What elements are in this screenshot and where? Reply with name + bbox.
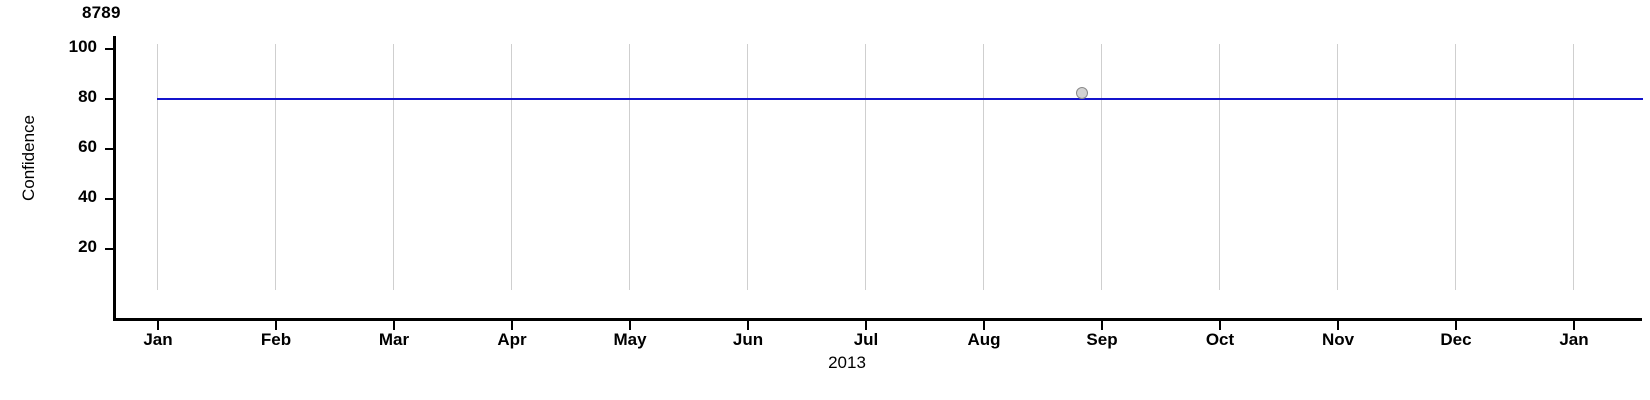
gridline-vertical [511, 44, 512, 290]
x-axis-tick-label: Feb [260, 330, 292, 349]
x-axis-tick-label: Jun [732, 330, 764, 349]
x-axis-title: 2013 [0, 353, 1650, 373]
gridline-vertical [1219, 44, 1220, 290]
gridline-vertical [157, 44, 158, 290]
x-axis-tick-label: Jul [853, 330, 879, 349]
gridline-vertical [1101, 44, 1102, 290]
x-axis-tick [1337, 321, 1339, 330]
x-axis-tick [393, 321, 395, 330]
x-axis-tick [983, 321, 985, 330]
x-axis-tick-label: May [613, 330, 647, 349]
x-axis-title-text: 2013 [828, 353, 866, 372]
x-axis-tick-label: Sep [1086, 330, 1118, 349]
series-line-confidence [157, 98, 1643, 100]
y-axis-tick [105, 248, 114, 250]
x-axis-tick [157, 321, 159, 330]
x-axis-tick-label: Nov [1321, 330, 1355, 349]
x-axis-tick [511, 321, 513, 330]
x-axis-tick [865, 321, 867, 330]
gridline-vertical [629, 44, 630, 290]
x-axis-tick-label: Apr [497, 330, 527, 349]
y-axis-spine [113, 36, 116, 321]
y-axis-tick [105, 198, 114, 200]
gridline-vertical [983, 44, 984, 290]
y-axis-tick [105, 98, 114, 100]
y-axis-tick-label: 40 [78, 187, 97, 206]
x-axis-tick [629, 321, 631, 330]
x-axis-tick [1219, 321, 1221, 330]
x-axis-tick-label: Aug [967, 330, 1001, 349]
gridline-vertical [1337, 44, 1338, 290]
x-axis-tick [747, 321, 749, 330]
gridline-vertical [275, 44, 276, 290]
gridline-vertical [1573, 44, 1574, 290]
x-axis-tick-label: Dec [1440, 330, 1472, 349]
y-axis-tick [105, 148, 114, 150]
x-axis-spine [113, 318, 1642, 321]
gridline-vertical [747, 44, 748, 290]
data-point-marker[interactable] [1076, 87, 1088, 99]
x-axis-tick [1573, 321, 1575, 330]
y-axis-tick-label: 20 [78, 237, 97, 256]
y-axis-tick-label: 100 [68, 37, 97, 56]
x-axis-tick-label: Jan [143, 330, 173, 349]
gridline-vertical [1455, 44, 1456, 290]
chart-title: 8789 [82, 3, 121, 22]
x-axis-tick-label: Oct [1205, 330, 1235, 349]
x-axis-tick [275, 321, 277, 330]
x-axis-tick-label: Jan [1559, 330, 1589, 349]
x-axis-tick [1101, 321, 1103, 330]
gridline-vertical [393, 44, 394, 290]
y-axis-tick [105, 48, 114, 50]
gridline-vertical [865, 44, 866, 290]
x-axis-tick [1455, 321, 1457, 330]
y-axis-tick-label: 80 [78, 87, 97, 106]
y-axis-tick-label: 60 [78, 137, 97, 156]
x-axis-tick-label: Mar [378, 330, 410, 349]
